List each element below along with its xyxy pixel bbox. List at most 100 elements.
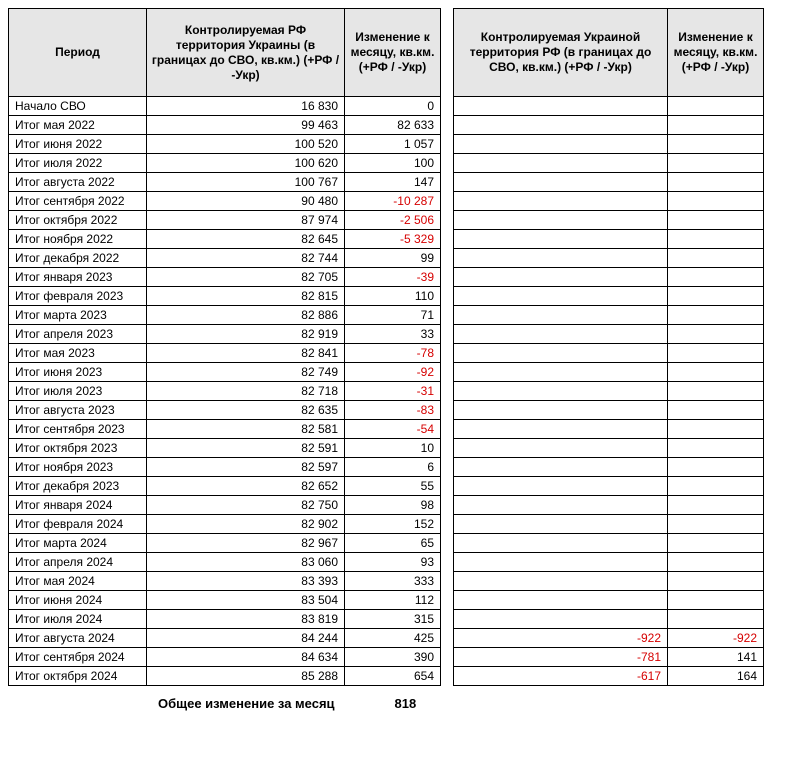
cell-delta: 6 bbox=[345, 458, 441, 477]
cell-delta2 bbox=[668, 154, 764, 173]
cell-area2 bbox=[454, 477, 668, 496]
cell-delta: 425 bbox=[345, 629, 441, 648]
cell-delta2 bbox=[668, 439, 764, 458]
table-row: Итог января 202482 75098 bbox=[9, 496, 441, 515]
cell-area: 82 902 bbox=[147, 515, 345, 534]
cell-period: Итог июля 2023 bbox=[9, 382, 147, 401]
cell-area: 85 288 bbox=[147, 667, 345, 686]
cell-area: 83 504 bbox=[147, 591, 345, 610]
cell-area: 82 815 bbox=[147, 287, 345, 306]
table-row bbox=[454, 401, 764, 420]
cell-area2 bbox=[454, 439, 668, 458]
table-row: Итог февраля 202382 815110 bbox=[9, 287, 441, 306]
cell-area2: -922 bbox=[454, 629, 668, 648]
cell-period: Итог ноября 2023 bbox=[9, 458, 147, 477]
cell-area: 82 967 bbox=[147, 534, 345, 553]
table-row: Итог июня 2022100 5201 057 bbox=[9, 135, 441, 154]
table-row: Итог июня 202483 504112 bbox=[9, 591, 441, 610]
cell-area: 82 635 bbox=[147, 401, 345, 420]
cell-period: Начало СВО bbox=[9, 97, 147, 116]
cell-area: 100 620 bbox=[147, 154, 345, 173]
cell-area2 bbox=[454, 420, 668, 439]
summary-row: Общее изменение за месяц 818 bbox=[8, 696, 792, 711]
cell-period: Итог сентября 2023 bbox=[9, 420, 147, 439]
cell-delta2 bbox=[668, 135, 764, 154]
cell-delta: 0 bbox=[345, 97, 441, 116]
table-row: Итог октября 202382 59110 bbox=[9, 439, 441, 458]
cell-area: 16 830 bbox=[147, 97, 345, 116]
cell-period: Итог февраля 2024 bbox=[9, 515, 147, 534]
cell-delta: 82 633 bbox=[345, 116, 441, 135]
table-row bbox=[454, 192, 764, 211]
cell-period: Итог декабря 2022 bbox=[9, 249, 147, 268]
cell-delta: 10 bbox=[345, 439, 441, 458]
cell-delta2 bbox=[668, 211, 764, 230]
cell-area2 bbox=[454, 268, 668, 287]
cell-delta2 bbox=[668, 173, 764, 192]
header-delta: Изменение к месяцу, кв.км. (+РФ / -Укр) bbox=[345, 9, 441, 97]
table-row: Итог сентября 202290 480-10 287 bbox=[9, 192, 441, 211]
cell-area: 82 581 bbox=[147, 420, 345, 439]
table-row bbox=[454, 116, 764, 135]
table-row: Итог мая 202483 393333 bbox=[9, 572, 441, 591]
cell-delta2 bbox=[668, 534, 764, 553]
header-ua-area: Контролируемая Украиной территория РФ (в… bbox=[454, 9, 668, 97]
cell-area2 bbox=[454, 230, 668, 249]
cell-area2 bbox=[454, 610, 668, 629]
cell-delta: 112 bbox=[345, 591, 441, 610]
table-row: Итог июля 2022100 620100 bbox=[9, 154, 441, 173]
table-row: Итог ноября 202282 645-5 329 bbox=[9, 230, 441, 249]
cell-delta2 bbox=[668, 401, 764, 420]
cell-delta2 bbox=[668, 268, 764, 287]
cell-area: 82 597 bbox=[147, 458, 345, 477]
cell-area: 83 819 bbox=[147, 610, 345, 629]
table-row bbox=[454, 306, 764, 325]
cell-delta: 654 bbox=[345, 667, 441, 686]
cell-delta: 55 bbox=[345, 477, 441, 496]
table-row bbox=[454, 268, 764, 287]
cell-period: Итог мая 2022 bbox=[9, 116, 147, 135]
tables-container: Период Контролируемая РФ территория Укра… bbox=[8, 8, 792, 686]
table-row: Итог апреля 202382 91933 bbox=[9, 325, 441, 344]
cell-period: Итог апреля 2024 bbox=[9, 553, 147, 572]
cell-period: Итог июня 2024 bbox=[9, 591, 147, 610]
table-row bbox=[454, 420, 764, 439]
cell-period: Итог апреля 2023 bbox=[9, 325, 147, 344]
table-row bbox=[454, 515, 764, 534]
cell-delta2 bbox=[668, 344, 764, 363]
cell-area: 84 634 bbox=[147, 648, 345, 667]
table-row: Итог марта 202482 96765 bbox=[9, 534, 441, 553]
table-row bbox=[454, 382, 764, 401]
cell-period: Итог мая 2023 bbox=[9, 344, 147, 363]
cell-area: 87 974 bbox=[147, 211, 345, 230]
cell-area2 bbox=[454, 534, 668, 553]
cell-area: 82 841 bbox=[147, 344, 345, 363]
cell-delta2 bbox=[668, 515, 764, 534]
header-period: Период bbox=[9, 9, 147, 97]
cell-area2 bbox=[454, 325, 668, 344]
cell-delta: -39 bbox=[345, 268, 441, 287]
table-row bbox=[454, 553, 764, 572]
cell-delta: -31 bbox=[345, 382, 441, 401]
right-table-header-row: Контролируемая Украиной территория РФ (в… bbox=[454, 9, 764, 97]
table-row bbox=[454, 458, 764, 477]
cell-area2 bbox=[454, 97, 668, 116]
cell-area: 82 591 bbox=[147, 439, 345, 458]
table-row: Итог декабря 202282 74499 bbox=[9, 249, 441, 268]
cell-area: 100 520 bbox=[147, 135, 345, 154]
cell-delta2: -922 bbox=[668, 629, 764, 648]
cell-delta2 bbox=[668, 192, 764, 211]
cell-delta: 99 bbox=[345, 249, 441, 268]
cell-delta2 bbox=[668, 325, 764, 344]
table-row: Итог октября 202485 288654 bbox=[9, 667, 441, 686]
cell-delta: -83 bbox=[345, 401, 441, 420]
table-row: Итог июля 202382 718-31 bbox=[9, 382, 441, 401]
cell-area2: -781 bbox=[454, 648, 668, 667]
cell-period: Итог марта 2024 bbox=[9, 534, 147, 553]
cell-delta: 33 bbox=[345, 325, 441, 344]
left-table: Период Контролируемая РФ территория Укра… bbox=[8, 8, 441, 686]
cell-period: Итог августа 2023 bbox=[9, 401, 147, 420]
table-row: Начало СВО16 8300 bbox=[9, 97, 441, 116]
table-row bbox=[454, 610, 764, 629]
cell-delta2 bbox=[668, 553, 764, 572]
